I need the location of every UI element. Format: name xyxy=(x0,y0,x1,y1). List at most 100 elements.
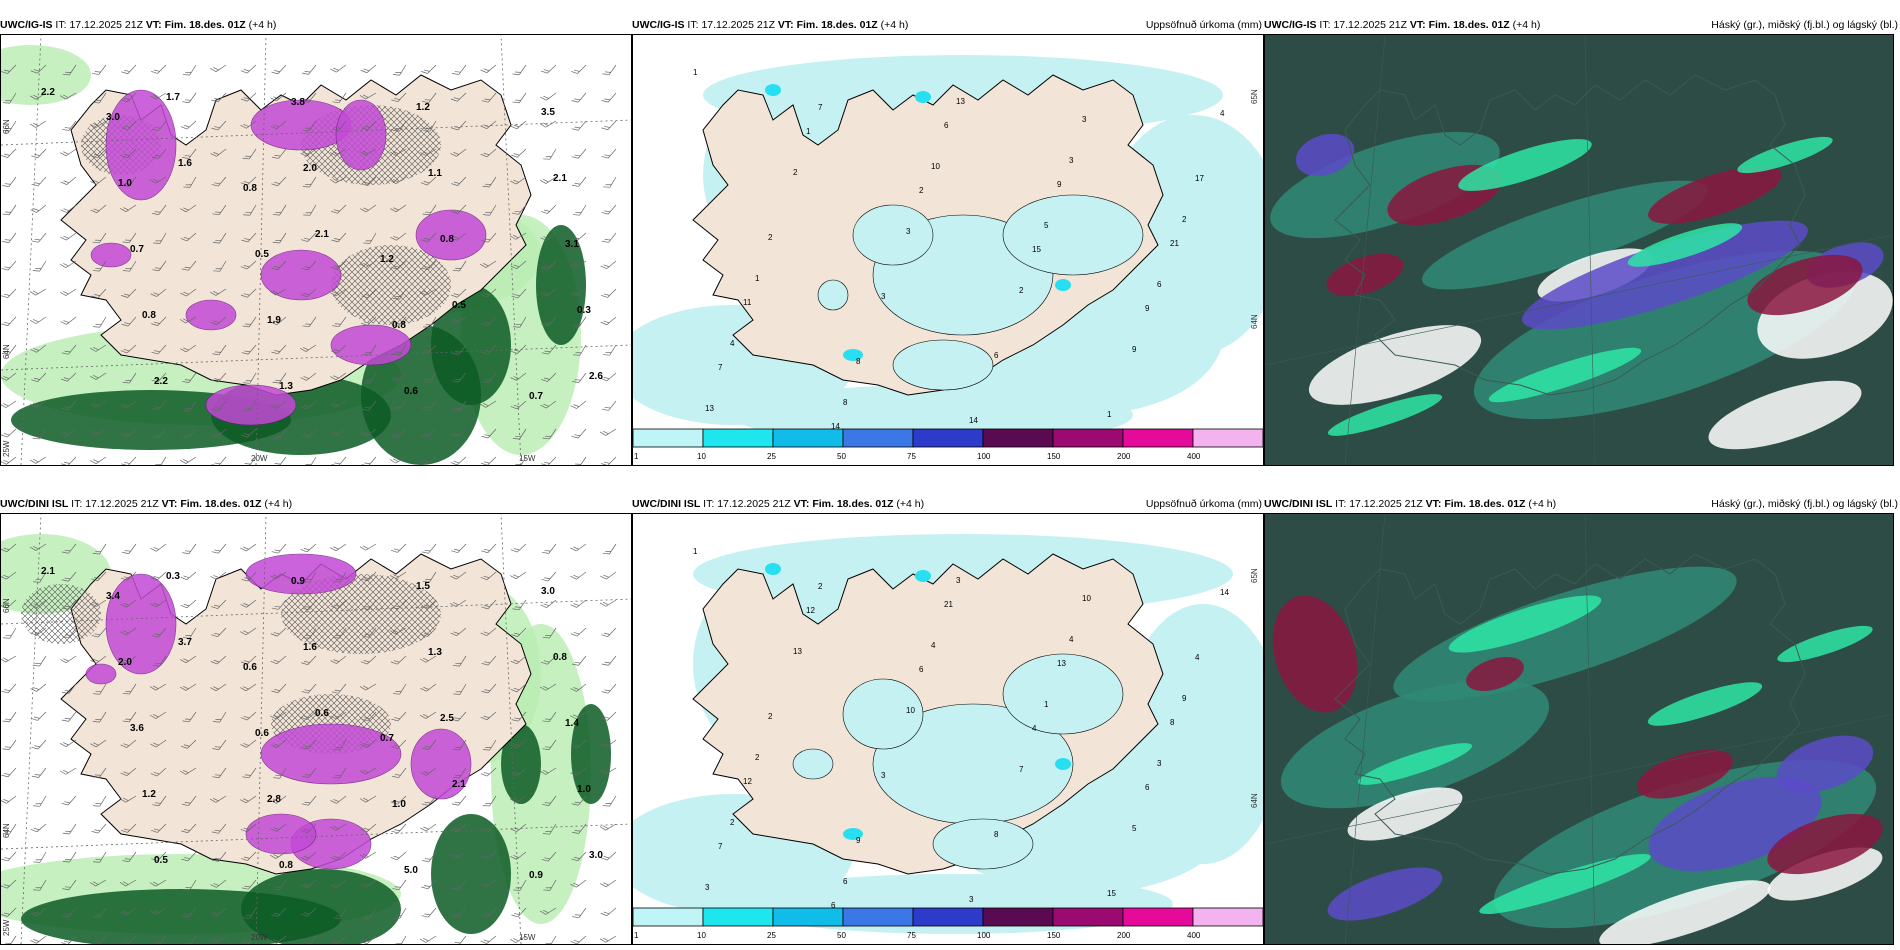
barb-shaft xyxy=(457,288,467,298)
barb-flag xyxy=(92,552,100,555)
barb-flag xyxy=(210,153,217,157)
map-wind-precip[interactable]: 2.1 3.7 0.6 2.1 3.0 0.3 1.6 2.5 1.0 0.5 0.9 1.3 1.4 1… xyxy=(0,513,632,945)
barb-shaft xyxy=(427,344,437,354)
precip-value-label: 4 xyxy=(1032,724,1037,733)
barb-shaft xyxy=(546,288,557,297)
barb-shaft xyxy=(66,316,77,325)
barb-flag xyxy=(213,883,220,886)
barb-flag xyxy=(333,291,339,295)
wind-barb xyxy=(271,64,287,75)
barb-flag xyxy=(270,321,277,325)
wind-barb xyxy=(390,428,407,438)
barb-flag xyxy=(90,123,97,128)
barb-flag xyxy=(423,151,429,155)
barb-shaft xyxy=(457,176,467,186)
barb-shaft xyxy=(187,739,197,749)
barb-flag xyxy=(303,347,309,351)
wind-barb xyxy=(2,232,17,243)
map-clouds[interactable] xyxy=(1264,513,1894,945)
barb-flag xyxy=(1,858,9,862)
barb-flag xyxy=(425,324,432,326)
barb-flag xyxy=(601,240,609,243)
barb-flag xyxy=(241,887,249,890)
barb-flag xyxy=(270,575,277,580)
barb-flag xyxy=(603,882,609,886)
barb-flag xyxy=(362,685,369,689)
barb-flag xyxy=(93,123,99,127)
barb-shaft xyxy=(7,288,17,298)
barb-flag xyxy=(605,550,612,552)
barb-shaft xyxy=(156,767,167,777)
barb-shaft xyxy=(549,879,557,891)
precip-value-label: 0.6 xyxy=(404,386,418,397)
barb-shaft xyxy=(309,571,317,583)
wind-barb xyxy=(419,655,437,663)
barb-flag xyxy=(422,213,430,216)
barb-flag xyxy=(120,208,127,212)
barb-shaft xyxy=(516,260,527,270)
barb-flag xyxy=(123,771,130,775)
wind-barb xyxy=(541,571,557,582)
wind-barb xyxy=(600,739,617,748)
barb-shaft xyxy=(216,879,227,888)
barb-shaft xyxy=(36,344,47,353)
barb-flag xyxy=(301,662,308,666)
barb-shaft xyxy=(127,823,137,833)
precip-value-label: 7 xyxy=(1019,765,1024,774)
barb-flag xyxy=(182,101,190,104)
barb-flag xyxy=(94,633,101,636)
precip-value-label: 1.7 xyxy=(166,92,180,103)
barb-flag xyxy=(391,99,398,103)
barb-flag xyxy=(600,857,608,861)
barb-flag xyxy=(123,403,129,407)
map-clouds[interactable] xyxy=(1264,34,1894,466)
barb-flag xyxy=(212,353,220,356)
wind-barb xyxy=(210,655,227,665)
map-wind-precip[interactable]: 2.2 1.6 2.1 0.5 2.6 1.7 2.0 0.8 0.3 2.2 3.8 1.1 3.1 0… xyxy=(0,34,632,466)
wind-barb xyxy=(60,148,77,157)
barb-shaft xyxy=(485,260,497,268)
map-accum-precip[interactable]: 1 12 6 4 6 7 6 21 13 8 12 9 3 10 4 2 3 8 15 14 13 10 7 5 3 2 4 1 3 2 6… xyxy=(632,513,1264,945)
map-accum-precip[interactable]: 1 1 2 15 9 7 14 6 9 21 11 8 14 3 17 2 3 6 1 4 2 3 2 9 13 7 10 5 6 4 8 1… xyxy=(632,34,1264,466)
barb-flag xyxy=(513,234,519,239)
wind-barb xyxy=(481,683,497,694)
wind-barb xyxy=(241,571,257,582)
grid-line xyxy=(1344,514,1386,944)
wind-barb xyxy=(510,260,527,270)
barb-flag xyxy=(29,403,36,408)
barb-flag xyxy=(4,773,11,776)
barb-flag xyxy=(573,69,580,72)
accum-precip-map-svg: 1121597146921118143172361423291371056481… xyxy=(633,55,1263,461)
barb-flag xyxy=(183,236,190,240)
wind-barb xyxy=(300,288,317,298)
barb-shaft xyxy=(366,879,377,888)
barb-flag xyxy=(394,886,401,888)
barb-flag xyxy=(31,746,39,750)
wind-barb xyxy=(1,456,17,465)
wind-barb xyxy=(451,204,467,214)
axis-label: 15W xyxy=(519,933,536,942)
barb-shaft xyxy=(129,372,137,384)
wind-barb xyxy=(602,795,617,807)
barb-flag xyxy=(544,718,551,720)
barb-flag xyxy=(543,292,549,295)
latitude-line xyxy=(1,598,631,625)
barb-shaft xyxy=(545,767,557,775)
colorbar-segment xyxy=(1052,907,1124,927)
barb-shaft xyxy=(189,400,197,412)
barb-flag xyxy=(65,859,72,860)
barb-flag xyxy=(333,799,340,802)
barb-flag xyxy=(1,914,8,917)
wind-barb xyxy=(240,288,257,298)
cloud-area xyxy=(1295,133,1355,177)
barb-flag xyxy=(513,659,520,663)
barb-flag xyxy=(420,827,427,832)
barb-flag xyxy=(270,715,277,720)
barb-shaft xyxy=(95,120,107,128)
barb-shaft xyxy=(159,456,167,465)
precip-on-land xyxy=(842,678,924,750)
wind-barb xyxy=(330,711,347,720)
wind-barb xyxy=(211,823,227,834)
barb-flag xyxy=(542,636,550,639)
barb-shaft xyxy=(248,767,257,778)
